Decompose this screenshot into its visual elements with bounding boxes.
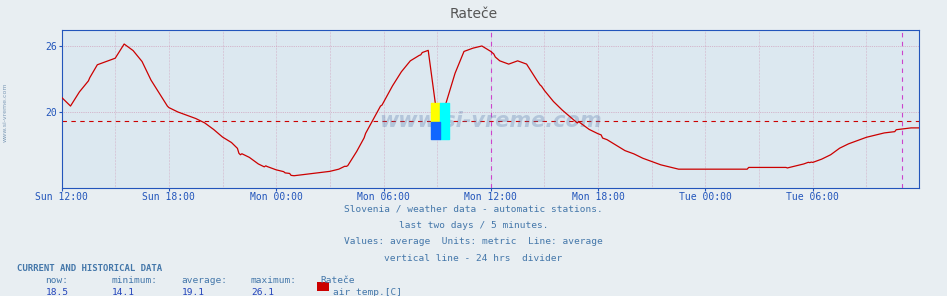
Text: minimum:: minimum: [112,276,158,285]
Text: 19.1: 19.1 [182,288,205,296]
Text: 18.5: 18.5 [45,288,68,296]
Text: Rateče: Rateče [450,7,497,21]
Text: last two days / 5 minutes.: last two days / 5 minutes. [399,221,548,229]
Text: 14.1: 14.1 [112,288,134,296]
Text: average:: average: [182,276,228,285]
Text: 26.1: 26.1 [251,288,274,296]
Text: CURRENT AND HISTORICAL DATA: CURRENT AND HISTORICAL DATA [17,264,162,273]
Text: Slovenia / weather data - automatic stations.: Slovenia / weather data - automatic stat… [344,204,603,213]
Text: vertical line - 24 hrs  divider: vertical line - 24 hrs divider [384,254,563,263]
Text: Rateče: Rateče [320,276,354,285]
Text: www.si-vreme.com: www.si-vreme.com [379,112,601,131]
Text: now:: now: [45,276,68,285]
Text: air temp.[C]: air temp.[C] [333,288,402,296]
Text: maximum:: maximum: [251,276,297,285]
Text: Values: average  Units: metric  Line: average: Values: average Units: metric Line: aver… [344,237,603,246]
Text: www.si-vreme.com: www.si-vreme.com [3,83,8,142]
